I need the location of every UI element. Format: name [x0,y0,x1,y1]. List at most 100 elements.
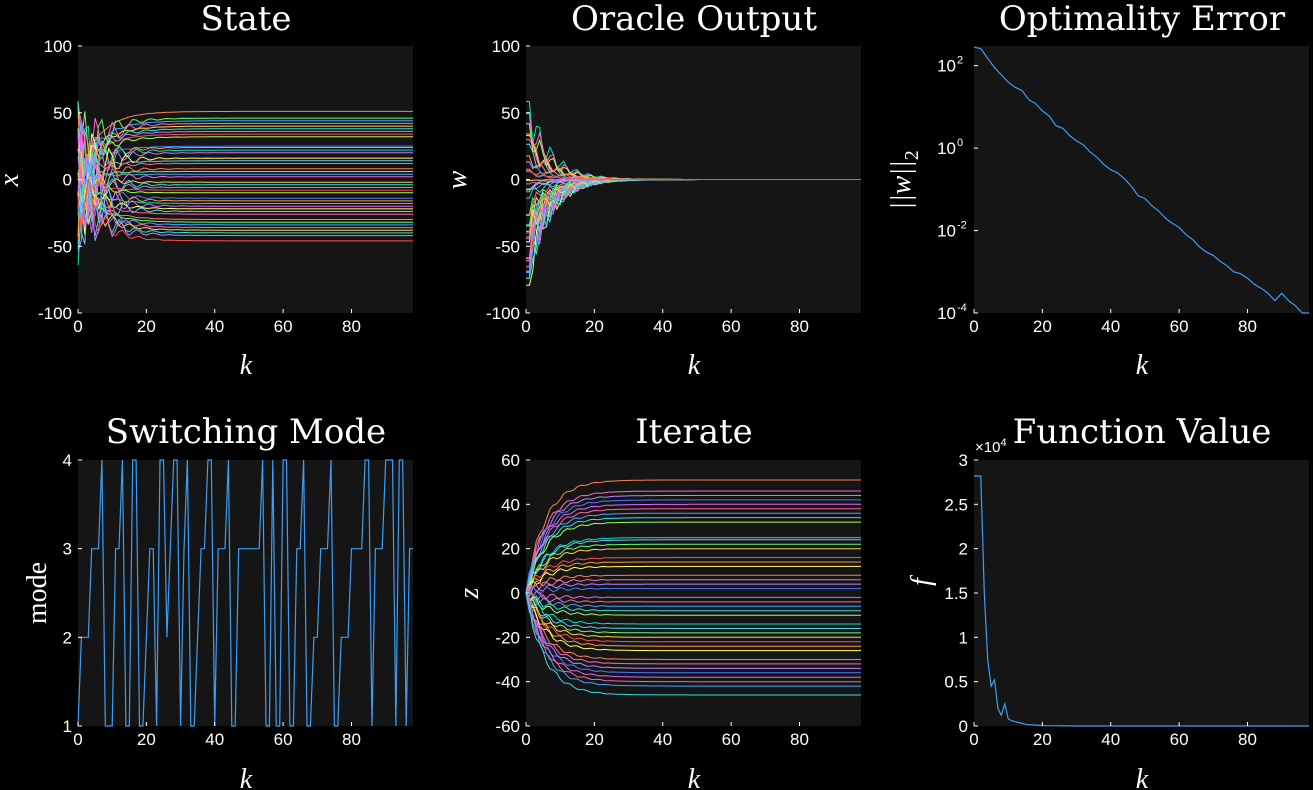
series-line [526,170,861,180]
ytick-label: 4 [63,451,72,470]
series-line [525,479,861,594]
xtick-label: 60 [1170,317,1189,336]
ytick-label: 100 [44,37,72,56]
series-line [77,128,413,245]
ytick-label: 2 [63,628,72,647]
series-line [973,46,1309,314]
series-line [77,174,413,215]
panel-state: State k x 0 20 40 60 80 -100 -50 0 50 100 [0,0,413,381]
ytick-label: 0 [511,584,520,603]
ytick-label: 10 [937,222,956,241]
ylabel-mode: mode [22,562,53,624]
ytick-label: 1.5 [944,584,968,603]
series-line [525,548,861,594]
series-line [525,592,861,696]
series-line [525,517,861,594]
series-line [77,105,413,203]
series-line [525,592,861,674]
ytick-exponent: -2 [957,220,967,232]
series-line [77,172,413,196]
multiplier-fvalue-exp: 4 [1000,437,1006,449]
series-line [77,160,413,225]
title-mode: Switching Mode [106,412,386,452]
series-line [77,148,413,231]
ytick-label: 10 [937,304,956,323]
ytick-label: 10 [937,57,956,76]
ytick-exponent: 0 [957,137,963,149]
series-line [77,179,413,242]
title-state: State [200,0,291,39]
ytick-label: -100 [38,304,72,323]
series-group-oracle [526,101,861,286]
series-line [77,120,413,200]
series-line [525,588,861,603]
xtick-label: 60 [274,730,293,749]
ytick-label: 0 [511,171,520,190]
panel-oracle: Oracle Output k w 0 20 40 60 80 -100 -50 0 50 100 [442,0,861,381]
series-line [77,130,413,244]
xlabel-oracle: k [688,350,701,381]
ytick-label: 3 [959,451,968,470]
series-line [77,110,413,180]
series-line [525,574,861,597]
series-line [525,592,861,643]
ytick-label: 40 [501,495,520,514]
xtick-label: 40 [1101,730,1120,749]
title-fvalue: Function Value [1013,412,1272,452]
xtick-label: 40 [205,730,224,749]
series-line [525,592,861,660]
title-oracle: Oracle Output [571,0,817,39]
series-line [77,127,413,217]
ylabel-fvalue: f [906,575,937,586]
ylabel-opt-error: ||w||2 [886,150,923,209]
xlabel-mode: k [240,764,253,790]
xtick-label: 60 [722,317,741,336]
series-line [77,133,413,211]
ticks-oracle: 0 20 40 60 80 -100 -50 0 50 100 [486,37,809,336]
series-line [77,169,413,220]
series-line [77,134,413,229]
xtick-label: 80 [342,317,361,336]
series-line [77,145,413,185]
xlabel-opt-error: k [1136,350,1149,381]
series-line [525,589,861,608]
title-iterate: Iterate [635,412,753,452]
series-line [525,495,861,594]
multiplier-fvalue-base: ×10 [975,439,1000,456]
series-line [525,592,861,612]
series-line [525,521,861,594]
ytick-label: 3 [63,540,72,559]
xtick-label: 80 [1238,730,1257,749]
xtick-label: 40 [653,317,672,336]
xtick-label: 80 [790,730,809,749]
xtick-label: 0 [969,317,978,336]
xtick-label: 40 [205,317,224,336]
series-line [525,592,861,665]
series-line [525,592,861,687]
ytick-exponent: -4 [957,302,967,314]
series-line [525,592,861,652]
panel-mode: Switching Mode k mode 0 20 40 60 80 1 2 3 4 [22,412,413,790]
xtick-label: 20 [137,730,156,749]
panel-iterate: Iterate k z 0 20 40 60 80 -60 -40 -20 0 20 40 60 [454,412,861,790]
xtick-label: 60 [274,317,293,336]
axes-state [78,46,413,313]
ytick-label: 1 [959,628,968,647]
ytick-label: -50 [47,237,72,256]
series-line [525,590,861,600]
xlabel-fvalue: k [1136,764,1149,790]
series-line [525,561,861,594]
series-line [77,102,413,235]
series-line [77,137,413,237]
xtick-label: 20 [585,730,604,749]
series-group-state [77,100,413,266]
ylabel-opt-error-main: ||w|| [886,160,917,209]
axes-mode [78,460,413,726]
series-group-opt-error [973,46,1309,314]
series-line [525,583,861,598]
series-line [77,120,413,181]
series-line [525,592,861,638]
